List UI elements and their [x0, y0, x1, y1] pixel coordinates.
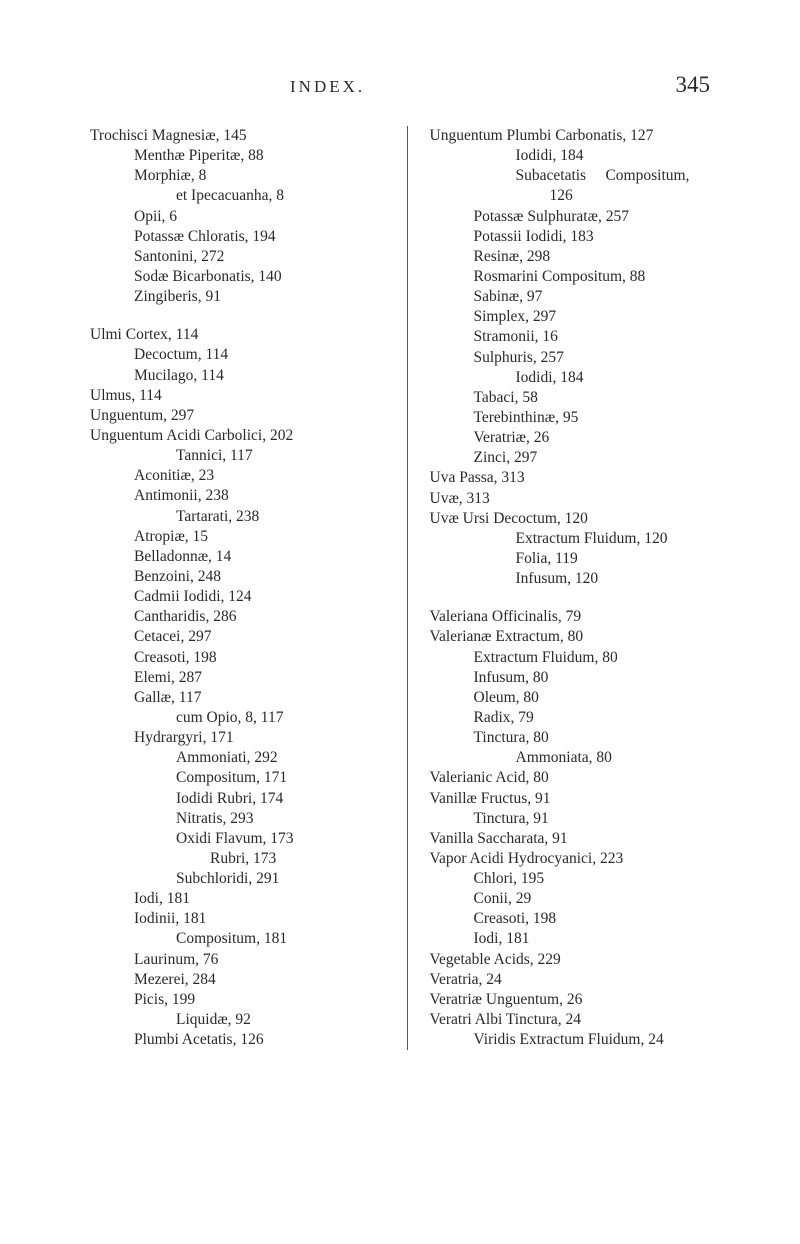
index-entry: Oxidi Flavum, 173 — [176, 829, 391, 849]
index-entry: Infusum, 80 — [474, 668, 731, 688]
page-header: INDEX. 345 — [90, 72, 730, 98]
index-entry: Iodidi, 184 — [516, 146, 731, 166]
index-entry: Sabinæ, 97 — [474, 287, 731, 307]
index-entry: Cantharidis, 286 — [134, 607, 391, 627]
index-entry: Trochisci Magnesiæ, 145 — [90, 126, 391, 146]
index-entry: Sulphuris, 257 — [474, 348, 731, 368]
index-entry: Veratri Albi Tinctura, 24 — [430, 1010, 731, 1030]
index-entry: Tinctura, 80 — [474, 728, 731, 748]
index-entry: Antimonii, 238 — [134, 486, 391, 506]
index-entry: Menthæ Piperitæ, 88 — [134, 146, 391, 166]
index-entry: Chlori, 195 — [474, 869, 731, 889]
index-entry: Iodinii, 181 — [134, 909, 391, 929]
index-entry: Potassæ Sulphuratæ, 257 — [474, 207, 731, 227]
index-entry: Gallæ, 117 — [134, 688, 391, 708]
index-entry: Iodidi, 184 — [516, 368, 731, 388]
index-entry: Ulmus, 114 — [90, 386, 391, 406]
index-entry: Atropiæ, 15 — [134, 527, 391, 547]
index-entry: Veratriæ, 26 — [474, 428, 731, 448]
index-entry: Compositum, 181 — [176, 929, 391, 949]
index-entry: Extractum Fluidum, 80 — [474, 648, 731, 668]
index-entry: Valerianic Acid, 80 — [430, 768, 731, 788]
index-entry: Unguentum, 297 — [90, 406, 391, 426]
index-entry: Resinæ, 298 — [474, 247, 731, 267]
index-entry: Creasoti, 198 — [134, 648, 391, 668]
index-entry: Folia, 119 — [516, 549, 731, 569]
index-entry: Unguentum Plumbi Carbonatis, 127 — [430, 126, 731, 146]
index-entry: Iodi, 181 — [134, 889, 391, 909]
index-entry: Decoctum, 114 — [134, 345, 391, 365]
index-entry: Ammoniata, 80 — [516, 748, 731, 768]
index-entry: Valeriana Officinalis, 79 — [430, 607, 731, 627]
index-entry: Cetacei, 297 — [134, 627, 391, 647]
index-entry: Unguentum Acidi Carbolici, 202 — [90, 426, 391, 446]
index-entry: Uvæ, 313 — [430, 489, 731, 509]
index-entry: Uva Passa, 313 — [430, 468, 731, 488]
index-entry: Zinci, 297 — [474, 448, 731, 468]
index-entry: Tinctura, 91 — [474, 809, 731, 829]
index-entry: cum Opio, 8, 117 — [176, 708, 391, 728]
index-entry: Potassii Iodidi, 183 — [474, 227, 731, 247]
page: INDEX. 345 Trochisci Magnesiæ, 145Menthæ… — [0, 0, 800, 1244]
index-entry: Vanillæ Fructus, 91 — [430, 789, 731, 809]
index-entry: Subacetatis Compositum, — [516, 166, 731, 186]
index-entry: Mezerei, 284 — [134, 970, 391, 990]
index-entry: Vapor Acidi Hydrocyanici, 223 — [430, 849, 731, 869]
index-entry: Radix, 79 — [474, 708, 731, 728]
index-entry: Benzoini, 248 — [134, 567, 391, 587]
index-entry: Plumbi Acetatis, 126 — [134, 1030, 391, 1050]
index-entry: Hydrargyri, 171 — [134, 728, 391, 748]
index-entry: Iodidi Rubri, 174 — [176, 789, 391, 809]
index-entry: et Ipecacuanha, 8 — [176, 186, 391, 206]
index-column-left: Trochisci Magnesiæ, 145Menthæ Piperitæ, … — [90, 126, 408, 1050]
index-entry: Liquidæ, 92 — [176, 1010, 391, 1030]
page-number: 345 — [676, 72, 711, 98]
blank-line — [430, 589, 731, 607]
index-entry: Rosmarini Compositum, 88 — [474, 267, 731, 287]
index-entry: Stramonii, 16 — [474, 327, 731, 347]
index-entry: Aconitiæ, 23 — [134, 466, 391, 486]
index-entry: Zingiberis, 91 — [134, 287, 391, 307]
index-entry: Potassæ Chloratis, 194 — [134, 227, 391, 247]
header-title: INDEX. — [290, 77, 365, 97]
index-entry: Morphiæ, 8 — [134, 166, 391, 186]
index-entry: Opii, 6 — [134, 207, 391, 227]
index-entry: Uvæ Ursi Decoctum, 120 — [430, 509, 731, 529]
index-columns: Trochisci Magnesiæ, 145Menthæ Piperitæ, … — [90, 126, 730, 1050]
index-entry: Sodæ Bicarbonatis, 140 — [134, 267, 391, 287]
index-entry: Creasoti, 198 — [474, 909, 731, 929]
index-entry: Vegetable Acids, 229 — [430, 950, 731, 970]
index-entry: Picis, 199 — [134, 990, 391, 1010]
index-entry: Tabaci, 58 — [474, 388, 731, 408]
index-entry: Ammoniati, 292 — [176, 748, 391, 768]
index-entry: Santonini, 272 — [134, 247, 391, 267]
index-entry: Iodi, 181 — [474, 929, 731, 949]
index-entry: Extractum Fluidum, 120 — [516, 529, 731, 549]
index-entry: Cadmii Iodidi, 124 — [134, 587, 391, 607]
blank-line — [90, 307, 391, 325]
index-entry: Laurinum, 76 — [134, 950, 391, 970]
index-entry: Veratriæ Unguentum, 26 — [430, 990, 731, 1010]
index-entry: Mucilago, 114 — [134, 366, 391, 386]
index-entry: Simplex, 297 — [474, 307, 731, 327]
index-entry: Nitratis, 293 — [176, 809, 391, 829]
index-entry: Vanilla Saccharata, 91 — [430, 829, 731, 849]
index-entry: Terebinthinæ, 95 — [474, 408, 731, 428]
index-entry: Ulmi Cortex, 114 — [90, 325, 391, 345]
index-entry: Valerianæ Extractum, 80 — [430, 627, 731, 647]
index-entry: Compositum, 171 — [176, 768, 391, 788]
index-entry: Tartarati, 238 — [176, 507, 391, 527]
index-entry: Rubri, 173 — [210, 849, 391, 869]
index-entry: Subchloridi, 291 — [176, 869, 391, 889]
index-entry: Belladonnæ, 14 — [134, 547, 391, 567]
index-entry: Oleum, 80 — [474, 688, 731, 708]
index-entry: 126 — [550, 186, 731, 206]
index-column-right: Unguentum Plumbi Carbonatis, 127Iodidi, … — [426, 126, 731, 1050]
index-entry: Tannici, 117 — [176, 446, 391, 466]
index-entry: Veratria, 24 — [430, 970, 731, 990]
index-entry: Conii, 29 — [474, 889, 731, 909]
index-entry: Elemi, 287 — [134, 668, 391, 688]
index-entry: Infusum, 120 — [516, 569, 731, 589]
index-entry: Viridis Extractum Fluidum, 24 — [474, 1030, 731, 1050]
